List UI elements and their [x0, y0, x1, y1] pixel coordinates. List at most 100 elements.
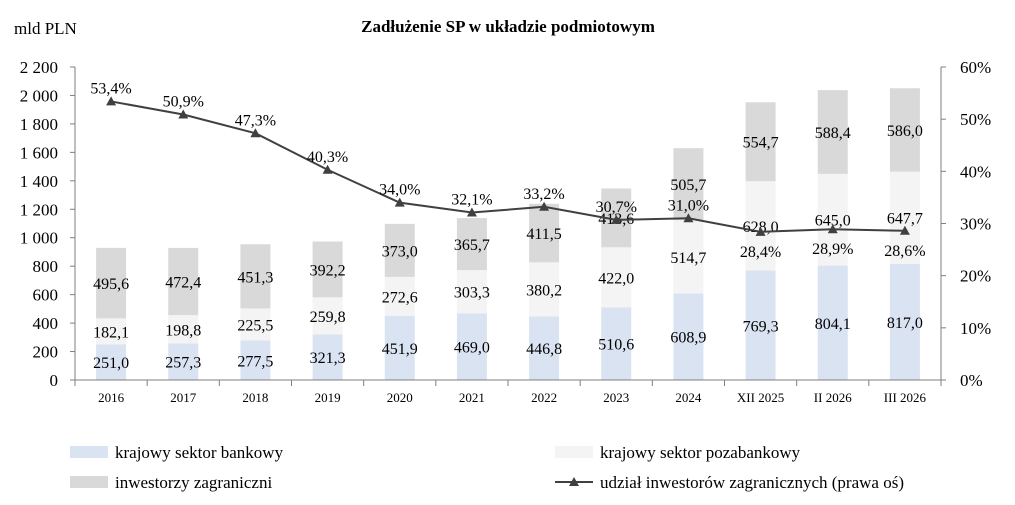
x-tick-label: 2016 [98, 390, 125, 405]
y2-tick-label: 50% [960, 110, 991, 129]
bar-1-12 [889, 263, 920, 380]
y2-tick-label: 40% [960, 162, 991, 181]
bar-label: 380,2 [526, 282, 562, 299]
share-label: 30,7% [596, 199, 637, 216]
x-tick-label: 2024 [675, 390, 702, 405]
chart-title: Zadłużenie SP w układzie podmiotowym [361, 17, 655, 36]
x-tick-label: III 2026 [884, 390, 927, 405]
y-tick-label: 2 000 [20, 86, 58, 105]
bar-label: 303,3 [454, 285, 490, 302]
bar-3-7 [529, 203, 560, 263]
bar-2-1 [96, 318, 127, 345]
y-tick-label: 1 200 [20, 200, 58, 219]
bar-1-3 [240, 340, 271, 380]
bar-1-4 [312, 334, 343, 380]
bar-3-4 [312, 241, 343, 298]
bar-2-2 [168, 315, 199, 344]
share-label: 50,9% [163, 93, 204, 110]
share-label: 28,6% [884, 243, 925, 260]
share-point [683, 213, 694, 223]
bar-label: 198,8 [165, 322, 201, 339]
bar-label: 446,8 [526, 341, 562, 358]
bar-2-6 [456, 270, 487, 314]
bar-3-10 [745, 102, 776, 182]
y-tick-label: 1 000 [20, 229, 58, 248]
bar-label: 451,3 [237, 269, 273, 286]
x-tick-label: 2019 [315, 390, 341, 405]
bar-2-3 [240, 308, 271, 341]
bar-3-5 [384, 223, 415, 277]
bar-2-8 [601, 247, 632, 308]
bar-label: 422,0 [598, 270, 634, 287]
share-point [394, 197, 405, 207]
legend-label: krajowy sektor bankowy [115, 443, 284, 462]
bar-1-10 [745, 270, 776, 380]
x-tick-label: 2022 [531, 390, 557, 405]
legend-label: udział inwestorów zagranicznych (prawa o… [600, 473, 904, 492]
share-label: 53,4% [90, 80, 131, 97]
bar-1-9 [673, 293, 704, 380]
bar-3-3 [240, 244, 271, 309]
y-tick-label: 400 [33, 314, 59, 333]
share-point [178, 109, 189, 119]
bar-label: 608,9 [670, 330, 706, 347]
bar-1-8 [601, 307, 632, 380]
share-point [466, 207, 477, 217]
bar-3-11 [817, 90, 848, 174]
bar-label: 804,1 [815, 316, 851, 333]
bar-label: 586,0 [887, 123, 923, 140]
legend-label: krajowy sektor pozabankowy [600, 443, 801, 462]
bar-1-5 [384, 315, 415, 380]
bar-label: 373,0 [382, 243, 418, 260]
y2-tick-label: 60% [960, 58, 991, 77]
bar-2-4 [312, 297, 343, 335]
axes-layer: 0 200 400 600 800 1 000 1 200 1 400 1 600 1 800 2 … [20, 58, 991, 405]
y-tick-label: 1 400 [20, 172, 58, 191]
share-point [899, 225, 910, 235]
bar-1-11 [817, 265, 848, 380]
y-tick-label: 1 600 [20, 143, 58, 162]
x-tick-label: II 2026 [814, 390, 852, 405]
legend-swatch [70, 476, 108, 488]
bar-2-11 [817, 173, 848, 266]
share-label: 47,3% [235, 112, 276, 129]
legend: krajowy sektor bankowy krajowy sektor poz… [70, 443, 904, 492]
bar-1-1 [96, 344, 127, 380]
bar-2-9 [673, 220, 704, 294]
bar-label: 392,2 [310, 262, 346, 279]
x-tick-label: XII 2025 [737, 390, 784, 405]
share-label: 28,9% [812, 241, 853, 258]
bar-2-10 [745, 181, 776, 271]
share-point [250, 128, 261, 138]
y-axis-label: mld PLN [14, 19, 77, 38]
bar-2-12 [889, 171, 920, 264]
x-tick-label: 2020 [387, 390, 413, 405]
x-tick-label: 2023 [603, 390, 629, 405]
bar-label: 321,3 [310, 350, 346, 367]
share-line [110, 100, 905, 233]
bar-label: 411,5 [526, 226, 561, 243]
bar-3-1 [96, 247, 127, 319]
y-tick-label: 600 [33, 286, 59, 305]
bar-label: 272,6 [382, 289, 418, 306]
bar-label: 469,0 [454, 340, 490, 357]
y2-tick-label: 20% [960, 267, 991, 286]
y-tick-label: 2 200 [20, 58, 58, 77]
bar-1-2 [168, 343, 199, 380]
bar-label: 588,4 [815, 125, 851, 142]
bar-3-12 [889, 88, 920, 172]
share-label: 34,0% [379, 182, 420, 199]
x-tick-label: 2021 [459, 390, 485, 405]
y2-tick-label: 30% [960, 215, 991, 234]
bar-label: 472,4 [165, 275, 201, 292]
share-point [539, 201, 550, 211]
bar-label: 817,0 [887, 315, 923, 332]
bar-label: 451,9 [382, 341, 418, 358]
y-tick-label: 0 [50, 371, 59, 390]
y-tick-label: 800 [33, 257, 59, 276]
legend-swatch [555, 446, 593, 458]
legend-marker [569, 477, 579, 486]
bar-label: 769,3 [743, 318, 779, 335]
share-label: 31,0% [668, 197, 709, 214]
share-point [106, 96, 117, 106]
